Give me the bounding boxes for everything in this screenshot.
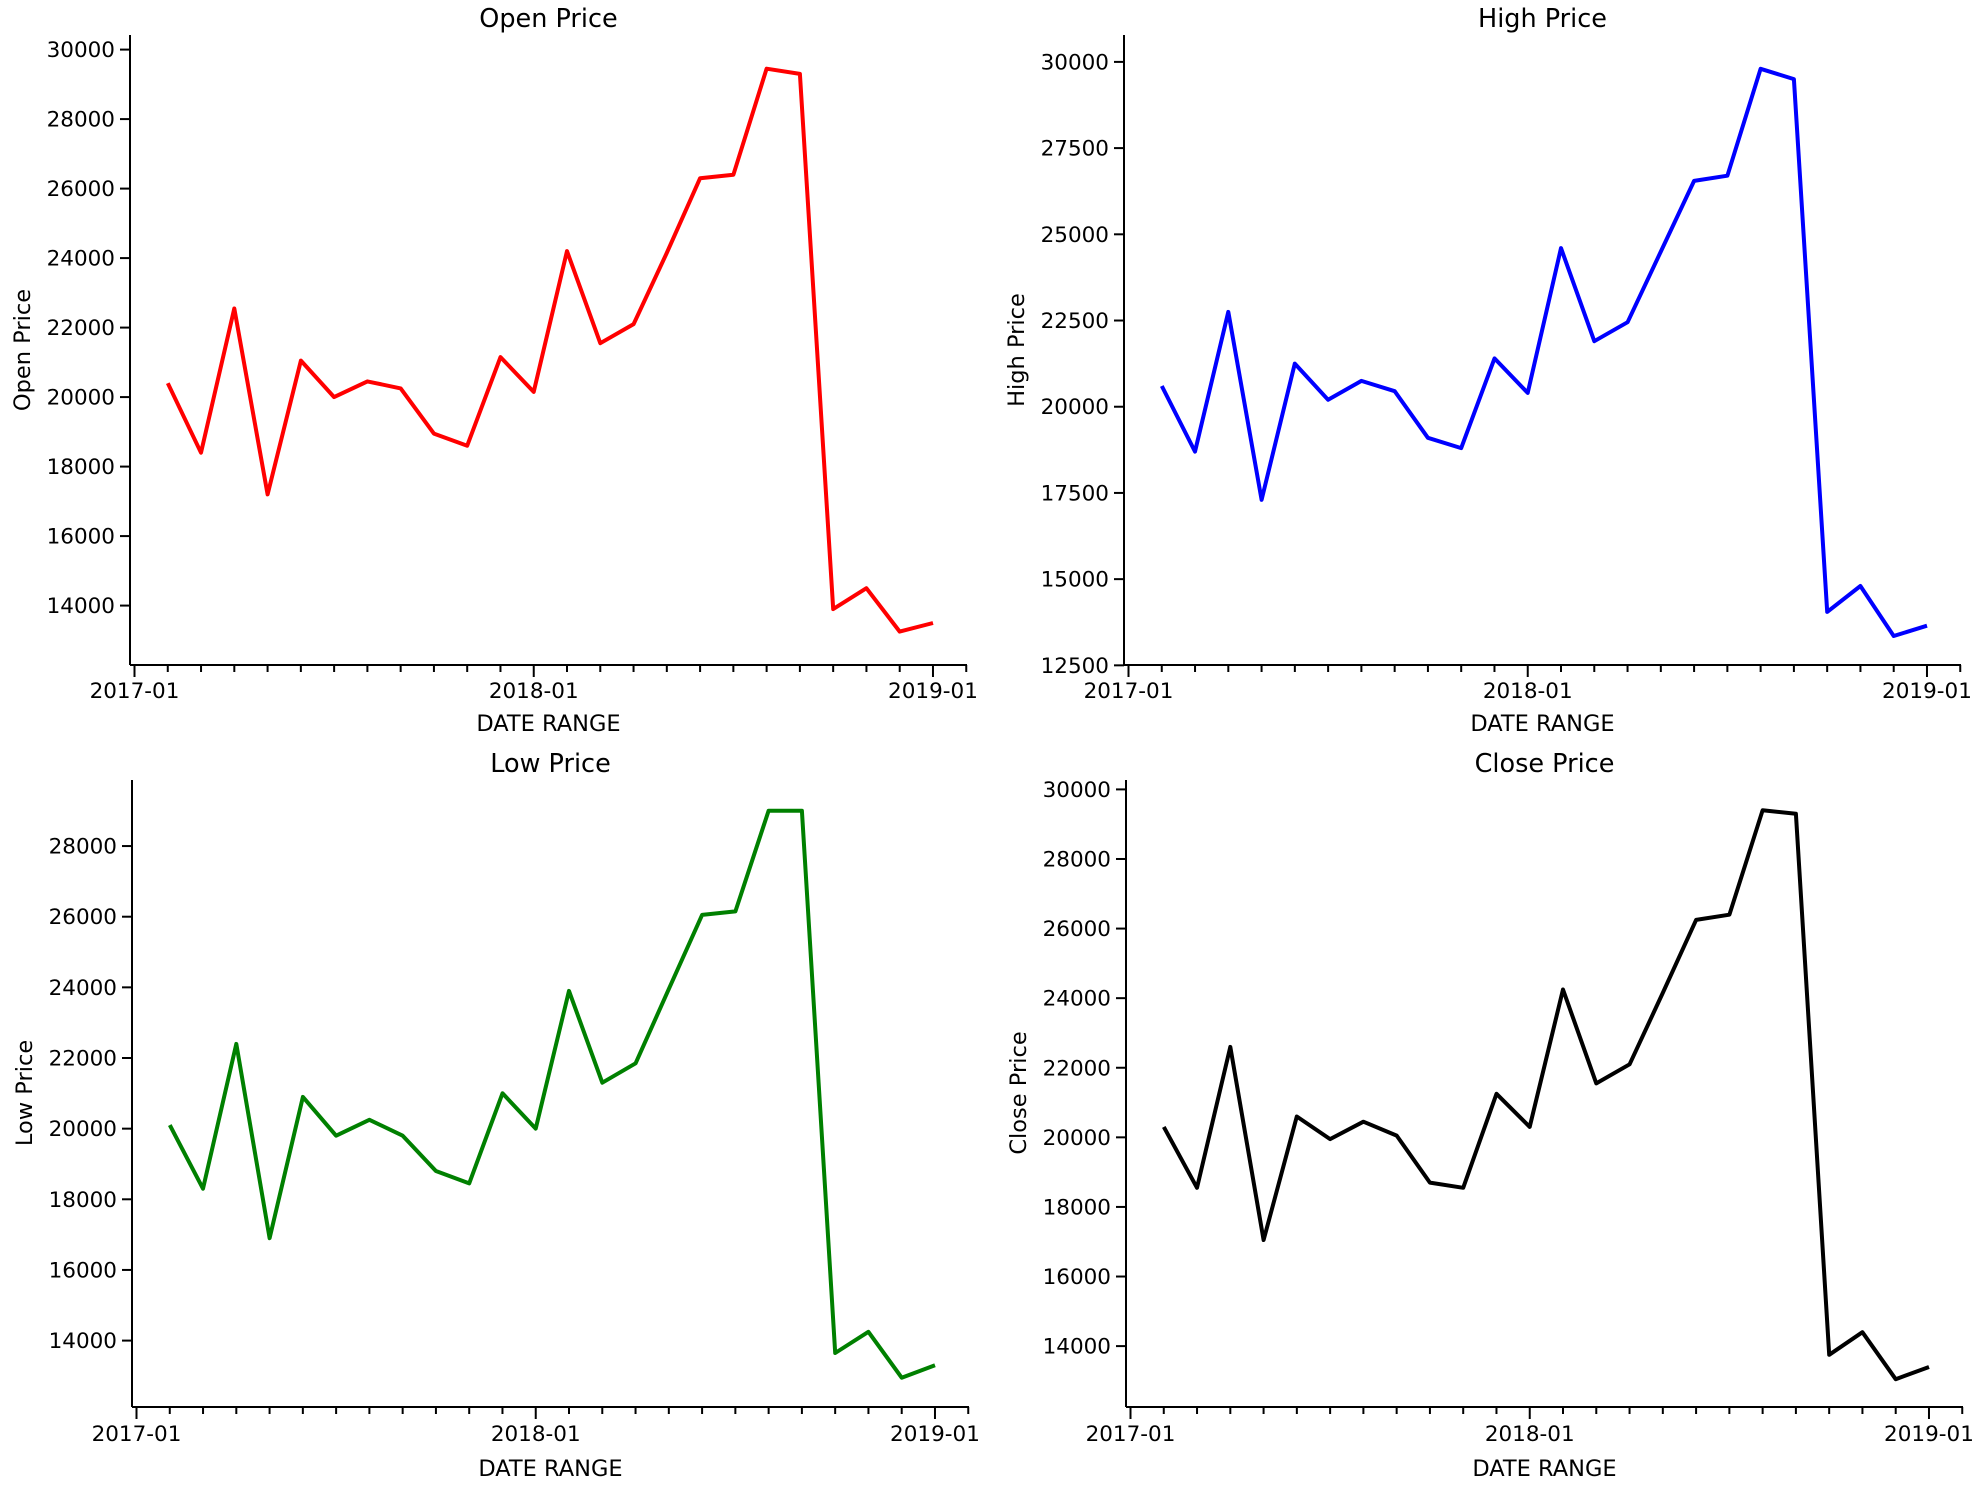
close-y-tick-label: 18000 <box>1043 1195 1111 1220</box>
low-y-tick-label: 26000 <box>49 905 117 930</box>
high-y-tick-label: 17500 <box>1041 481 1109 506</box>
close-y-tick-label: 30000 <box>1043 778 1111 803</box>
high-y-tick-label: 30000 <box>1041 50 1109 75</box>
open-y-tick-label: 24000 <box>47 247 115 272</box>
low-xlabel: DATE RANGE <box>478 1456 622 1482</box>
open-y-tick-label: 16000 <box>47 525 115 550</box>
close-x-tick-label: 2017-01 <box>1086 1422 1176 1447</box>
high-x-tick-label: 2018-01 <box>1483 679 1573 704</box>
low-x-tick-label: 2017-01 <box>92 1422 182 1447</box>
open-y-tick-label: 26000 <box>47 177 115 202</box>
close-xlabel: DATE RANGE <box>1472 1456 1616 1482</box>
high-ylabel: High Price <box>1004 293 1030 407</box>
close-x-tick-label: 2019-01 <box>1884 1422 1974 1447</box>
low-y-tick-label: 20000 <box>49 1117 117 1142</box>
close-y-tick-label: 20000 <box>1043 1126 1111 1151</box>
high-xlabel: DATE RANGE <box>1470 711 1614 737</box>
high-x-tick-label: 2017-01 <box>1084 679 1174 704</box>
open-y-tick-label: 30000 <box>47 38 115 63</box>
low-x-tick-label: 2019-01 <box>890 1422 980 1447</box>
high-y-tick-label: 27500 <box>1041 137 1109 162</box>
close-ylabel: Close Price <box>1006 1031 1032 1154</box>
close-chart-title: Close Price <box>1475 749 1615 779</box>
low-y-tick-label: 28000 <box>49 835 117 860</box>
open-y-tick-label: 20000 <box>47 386 115 411</box>
low-y-tick-label: 14000 <box>49 1329 117 1354</box>
high-y-tick-label: 22500 <box>1041 309 1109 334</box>
high-y-tick-label: 25000 <box>1041 223 1109 248</box>
open-x-tick-label: 2019-01 <box>888 679 978 704</box>
close-y-tick-label: 26000 <box>1043 917 1111 942</box>
open-y-tick-label: 28000 <box>47 108 115 133</box>
close-x-tick-label: 2018-01 <box>1485 1422 1575 1447</box>
high-x-tick-label: 2019-01 <box>1882 679 1972 704</box>
high-chart-title: High Price <box>1478 4 1607 34</box>
high-y-tick-label: 12500 <box>1041 654 1109 679</box>
close-y-tick-label: 16000 <box>1043 1265 1111 1290</box>
high-price-subplot: 12500 15000 17500 20000 22500 25000 27500 30000… <box>1004 4 1972 737</box>
high-y-tick-label: 20000 <box>1041 395 1109 420</box>
close-price-line <box>1162 808 1930 1382</box>
open-x-tick-label: 2018-01 <box>489 679 579 704</box>
high-price-line <box>1160 66 1928 638</box>
close-y-tick-label: 24000 <box>1043 987 1111 1012</box>
low-x-tick-label: 2018-01 <box>491 1422 581 1447</box>
close-price-subplot: 14000 16000 18000 20000 22000 24000 26000 28000… <box>1006 749 1974 1482</box>
low-price-line <box>168 808 936 1380</box>
low-y-tick-label: 24000 <box>49 976 117 1001</box>
low-ylabel: Low Price <box>12 1040 38 1146</box>
low-y-tick-label: 18000 <box>49 1188 117 1213</box>
open-y-tick-label: 22000 <box>47 316 115 341</box>
open-y-tick-label: 14000 <box>47 594 115 619</box>
open-y-tick-label: 18000 <box>47 455 115 480</box>
open-ylabel: Open Price <box>10 289 36 411</box>
close-y-tick-label: 14000 <box>1043 1335 1111 1360</box>
low-price-subplot: 14000 16000 18000 20000 22000 24000 26000 28000… <box>12 749 980 1482</box>
open-price-subplot: 14000 16000 18000 20000 22000 24000 26000 28000… <box>10 4 978 737</box>
open-x-tick-label: 2017-01 <box>90 679 180 704</box>
open-price-line <box>165 66 934 634</box>
low-y-tick-label: 22000 <box>49 1046 117 1071</box>
open-chart-title: Open Price <box>479 4 617 34</box>
low-chart-title: Low Price <box>490 749 611 779</box>
open-xlabel: DATE RANGE <box>476 711 620 737</box>
close-y-tick-label: 22000 <box>1043 1056 1111 1081</box>
low-y-tick-label: 16000 <box>49 1258 117 1283</box>
close-y-tick-label: 28000 <box>1043 847 1111 872</box>
high-y-tick-label: 15000 <box>1041 568 1109 593</box>
